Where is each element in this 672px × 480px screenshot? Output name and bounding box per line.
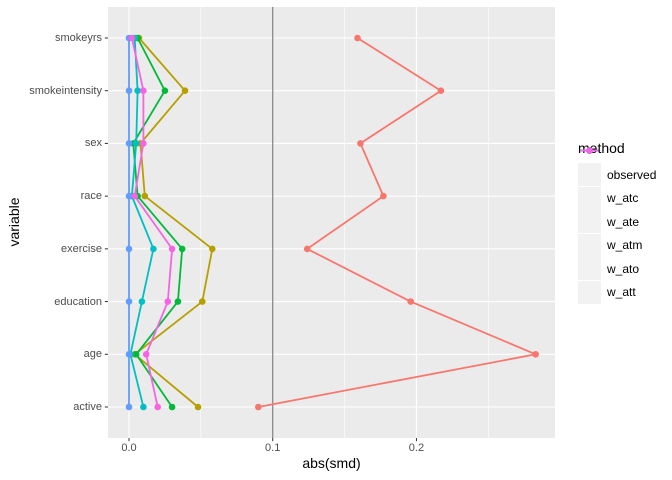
data-point-w_atc-education	[199, 298, 206, 305]
legend-item-w_atm: w_atm	[578, 147, 656, 258]
legend-item-w_ato: w_ato	[578, 147, 656, 281]
data-point-observed-smokeintensity	[437, 87, 445, 94]
legend-label: w_atm	[607, 238, 643, 253]
series-line-w_atm	[129, 37, 155, 408]
legend-label: w_ate	[607, 214, 640, 229]
series-line-w_atc	[133, 37, 214, 408]
legend-label: w_att	[607, 285, 636, 300]
y-tick-label-exercise: exercise	[61, 242, 102, 255]
data-point-observed-race	[380, 192, 387, 200]
legend-label: observed	[607, 167, 657, 182]
y-tick-label-smokeyrs: smokeyrs	[54, 32, 102, 44]
y-tick-label-age: age	[83, 348, 102, 361]
data-point-w_atc-exercise	[209, 245, 216, 253]
legend-item-w_ate: w_ate	[578, 147, 656, 234]
y-tick-label-education: education	[54, 295, 102, 308]
plot-panel	[108, 7, 555, 438]
data-point-w_att-education	[164, 298, 172, 305]
data-point-observed-education	[407, 298, 415, 305]
data-point-w_ate-age	[132, 351, 140, 358]
y-axis-title: variable	[6, 197, 22, 247]
data-point-w_ato-race	[125, 192, 133, 200]
x-tick-label-0.0: 0.0	[121, 442, 137, 454]
data-point-w_atm-exercise	[150, 245, 157, 253]
data-point-w_ato-exercise	[125, 245, 133, 253]
legend-key-icon	[578, 147, 601, 304]
legend-label: w_ato	[607, 261, 640, 276]
legend-key-icon	[578, 147, 601, 281]
data-point-w_atc-smokeintensity	[181, 87, 189, 94]
data-point-w_att-race	[131, 192, 138, 200]
data-point-w_ate-active	[168, 403, 176, 411]
x-tick-label-0.2: 0.2	[408, 442, 425, 454]
legend-key-icon	[578, 147, 601, 210]
x-tick-label-0.1: 0.1	[265, 442, 281, 454]
data-point-w_atm-education	[138, 298, 146, 305]
legend-items: observed w_atc w_ate w_atm w_ato w_att	[578, 147, 657, 305]
data-point-w_ate-exercise	[178, 245, 186, 253]
data-point-w_att-sex	[140, 140, 147, 147]
data-point-w_ato-age	[125, 351, 133, 358]
legend-item-observed: observed	[578, 147, 657, 187]
series-line-observed	[257, 37, 537, 408]
data-point-w_att-smokeyrs	[128, 34, 136, 42]
y-tick-label-race: race	[80, 190, 102, 203]
legend: method observed w_atc w_ate w_atm w_ato w_att	[578, 139, 656, 304]
data-point-observed-exercise	[303, 245, 311, 253]
data-point-w_ato-smokeintensity	[125, 87, 133, 94]
data-point-w_att-smokeintensity	[140, 87, 147, 94]
legend-item-w_atc: w_atc	[578, 147, 656, 211]
legend-item-w_att: w_att	[578, 147, 656, 305]
data-point-w_ate-smokeintensity	[161, 87, 169, 94]
series-line-w_ate	[132, 37, 184, 408]
data-point-w_att-exercise	[168, 245, 176, 253]
data-point-w_atm-sex	[132, 140, 140, 147]
data-point-w_ate-education	[174, 298, 182, 305]
legend-label: w_atc	[607, 191, 639, 206]
data-point-w_atm-active	[140, 403, 147, 411]
legend-key-icon	[578, 147, 601, 257]
data-point-observed-sex	[357, 140, 364, 147]
legend-key-icon	[578, 147, 601, 234]
data-point-observed-age	[532, 351, 539, 358]
data-point-observed-active	[254, 403, 262, 411]
x-axis-title: abs(smd)	[302, 455, 361, 471]
legend-key-icon	[578, 147, 601, 187]
data-point-w_ato-education	[125, 298, 133, 305]
y-tick-label-sex: sex	[84, 137, 102, 150]
data-point-w_att-active	[154, 403, 161, 411]
data-point-w_atc-active	[194, 403, 202, 411]
data-point-w_att-age	[142, 351, 150, 358]
data-point-w_ato-sex	[125, 140, 133, 147]
data-point-observed-smokeyrs	[354, 34, 361, 42]
data-point-w_atm-smokeintensity	[134, 87, 141, 94]
y-tick-label-smokeintensity: smokeintensity	[29, 84, 102, 97]
data-point-w_ato-active	[125, 403, 133, 411]
data-point-w_atc-race	[141, 192, 149, 200]
series-line-w_att	[130, 37, 174, 408]
y-tick-label-active: active	[73, 401, 102, 413]
